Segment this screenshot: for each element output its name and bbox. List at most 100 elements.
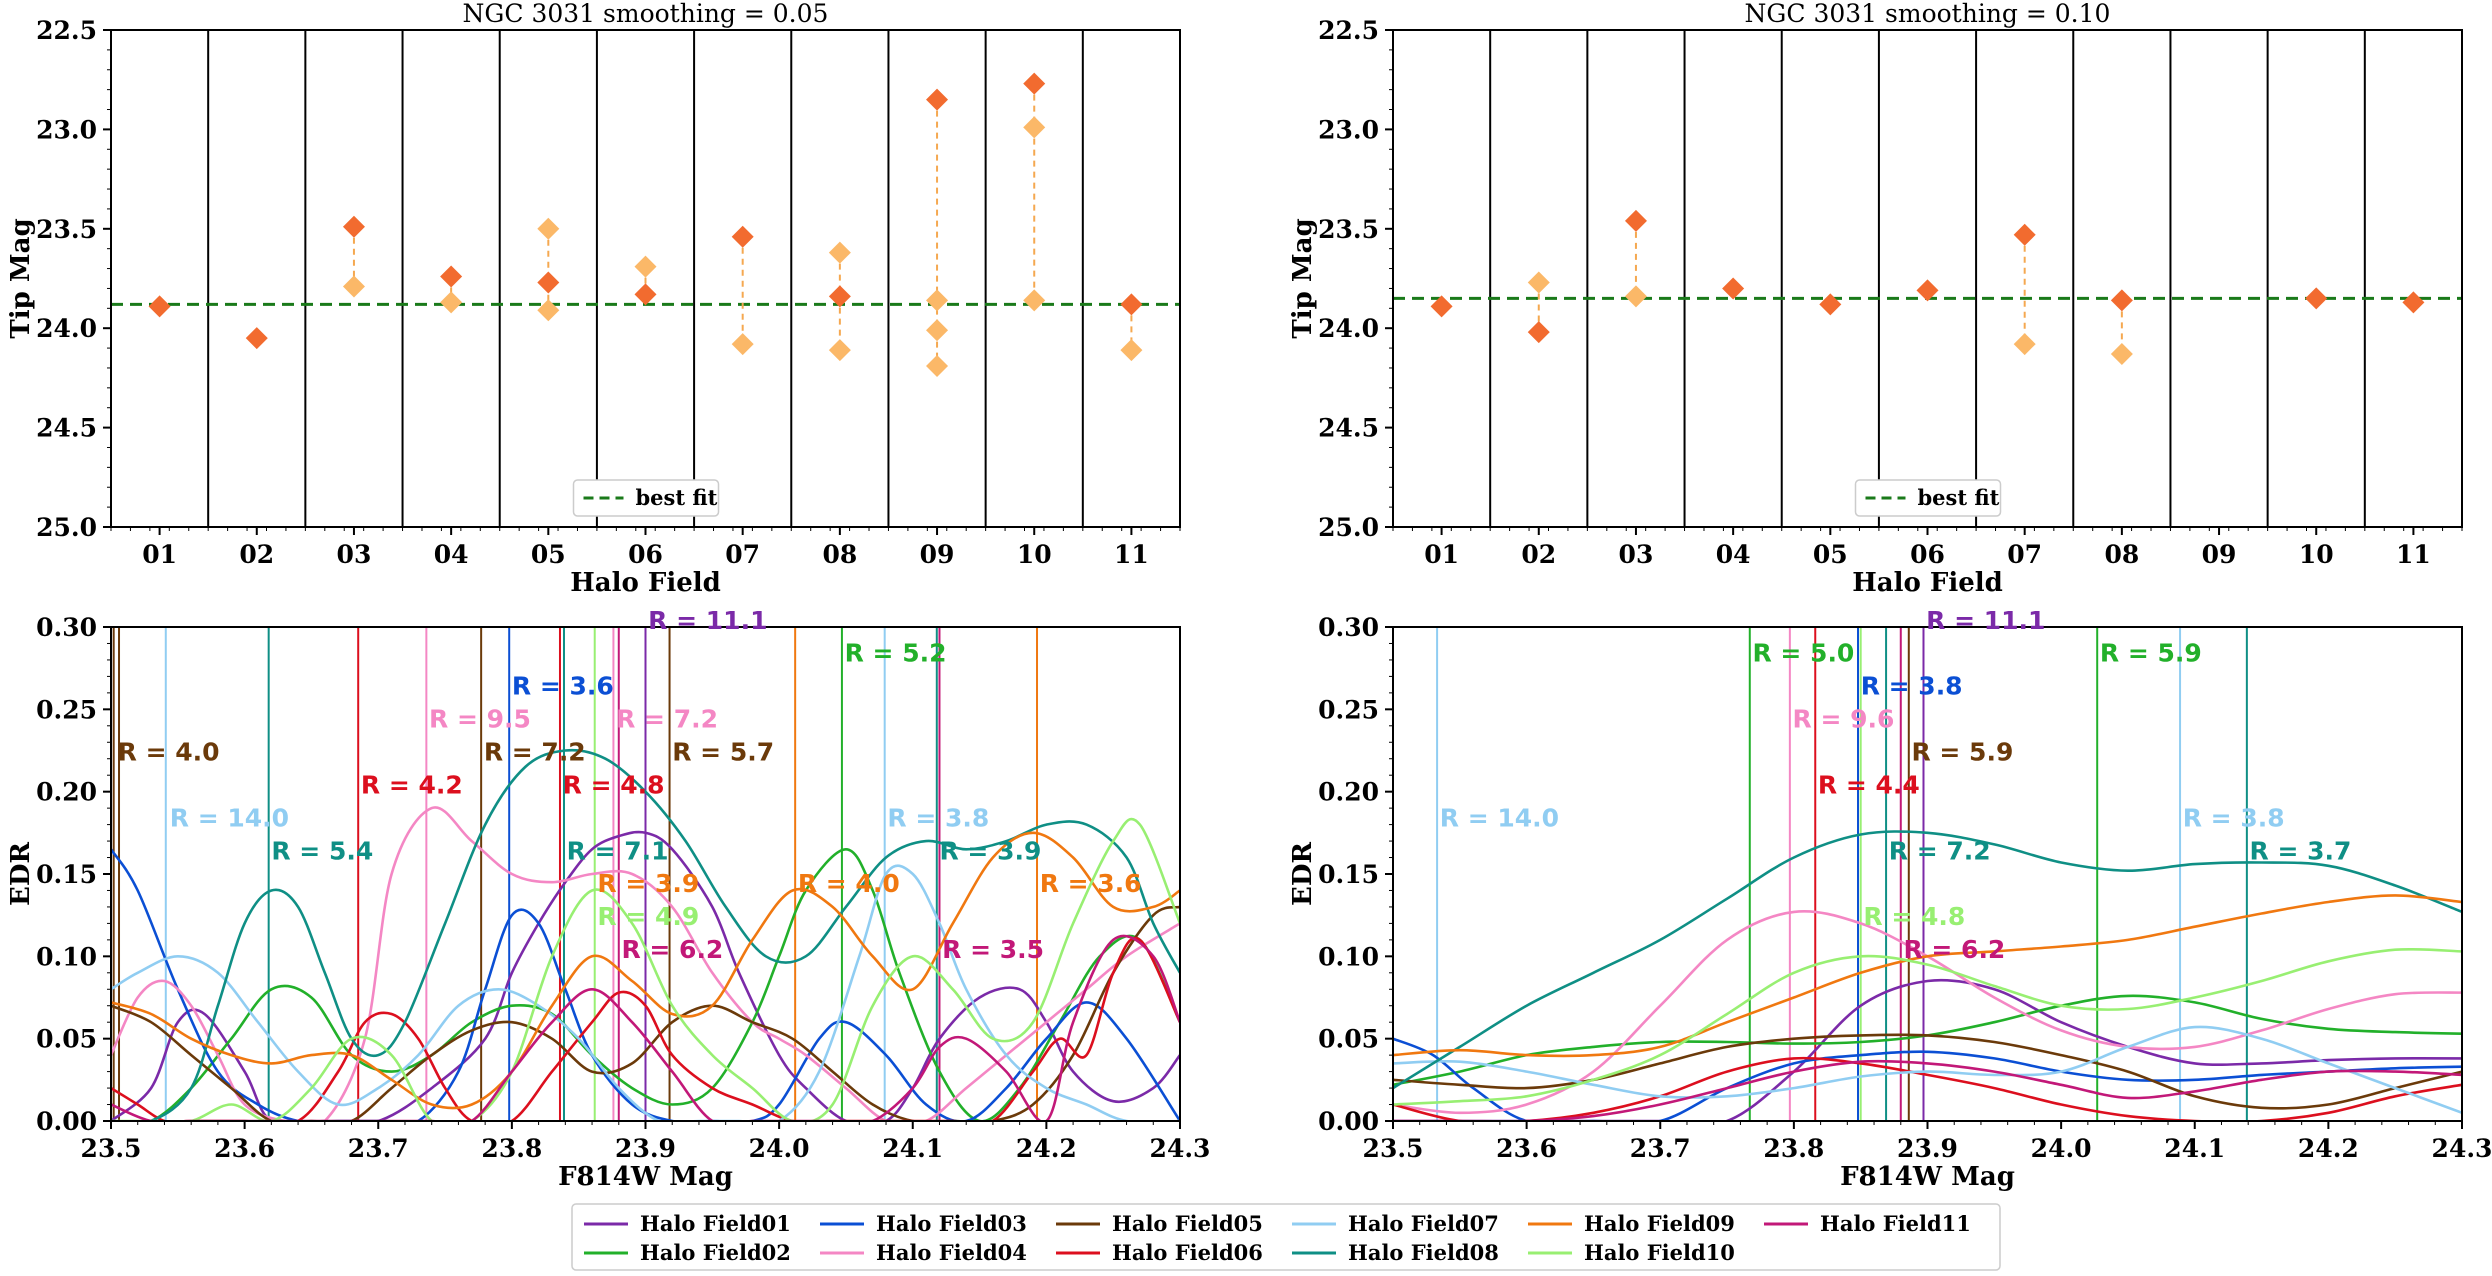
tip-marker-primary	[537, 271, 560, 294]
r-annotation: R = 4.8	[1863, 902, 1965, 931]
x-tick-label: 24.0	[2031, 1134, 2092, 1163]
tip-marker-primary	[1527, 321, 1550, 344]
x-tick-label: 07	[725, 540, 760, 569]
x-tick-label: 01	[142, 540, 177, 569]
edr-series-10	[111, 817, 1180, 1121]
best-fit-legend: best fit	[572, 479, 720, 517]
tip-marker-primary	[2110, 289, 2133, 312]
tip-marker-secondary	[828, 339, 851, 362]
tip-marker-primary	[1120, 293, 1143, 316]
y-tick-label: 0.30	[36, 613, 97, 642]
tip-marker-primary	[245, 327, 268, 350]
r-annotation: R = 3.5	[942, 935, 1044, 964]
y-tick-label: 0.20	[1318, 778, 1379, 807]
x-tick-label: 02	[1521, 540, 1556, 569]
y-axis-label: EDR	[1288, 842, 1318, 906]
y-tick-label: 0.20	[36, 778, 97, 807]
tip-marker-secondary	[926, 354, 949, 377]
legend-label: best fit	[1918, 485, 2000, 510]
x-tick-label: 24.2	[2298, 1134, 2359, 1163]
r-annotation: R = 14.0	[170, 803, 289, 832]
y-tick-label: 24.5	[36, 414, 97, 443]
x-axis-label: F814W Mag	[1840, 1162, 2015, 1192]
y-axis-label: EDR	[6, 842, 36, 906]
edr-series-8	[111, 748, 1180, 1121]
tip-marker-secondary	[440, 291, 463, 314]
r-annotation: R = 3.9	[939, 836, 1041, 865]
x-tick-label: 23.5	[81, 1134, 142, 1163]
tip-marker-secondary	[537, 299, 560, 322]
edr-series-9	[111, 831, 1180, 1110]
y-tick-label: 25.0	[1318, 513, 1379, 542]
legend-item-label: Halo Field01	[640, 1211, 791, 1236]
chart-title: NGC 3031 smoothing = 0.10	[1745, 0, 2111, 28]
tip-panel-1: 22.5 23.0 23.5 24.0 24.5 25.0 01 02 03 04 05 06 07 08…	[6, 0, 1181, 598]
r-annotation: R = 3.8	[887, 803, 989, 832]
x-tick-label: 23.8	[1763, 1134, 1824, 1163]
edr-series-11	[1393, 1059, 2462, 1121]
tip-marker-secondary	[2110, 343, 2133, 366]
legend-item-label: Halo Field06	[1112, 1240, 1263, 1265]
y-tick-label: 0.00	[36, 1107, 97, 1136]
curves-group	[111, 627, 1180, 1121]
tip-marker-primary	[731, 225, 754, 248]
x-tick-label: 23.6	[214, 1134, 275, 1163]
x-axis-label: Halo Field	[570, 568, 721, 598]
tip-marker-primary	[1819, 293, 1842, 316]
edr-series-1	[111, 830, 1180, 1121]
tip-marker-primary	[342, 215, 365, 238]
y-tick-label: 23.5	[36, 215, 97, 244]
r-annotation: R = 11.1	[1926, 606, 2045, 635]
tip-marker-secondary	[537, 217, 560, 240]
plot-area	[1393, 627, 2462, 1121]
tip-marker-primary	[828, 285, 851, 308]
y-tick-label: 0.25	[1318, 695, 1379, 724]
tip-marker-primary	[2013, 223, 2036, 246]
edr-series-11	[111, 934, 1180, 1121]
x-axis-label: F814W Mag	[558, 1162, 733, 1192]
x-tick-label: 24.3	[1150, 1134, 1211, 1163]
x-tick-label: 23.7	[348, 1134, 409, 1163]
legend-box	[572, 479, 720, 517]
tip-marker-primary	[1430, 295, 1453, 318]
r-annotation: R = 7.1	[567, 836, 669, 865]
edr-series-1	[1393, 978, 2462, 1121]
r-annotation: R = 3.6	[1040, 869, 1142, 898]
x-tick-label: 23.8	[481, 1134, 542, 1163]
r-annotation: R = 4.8	[563, 770, 665, 799]
r-annotation: R = 7.2	[616, 705, 718, 734]
x-tick-label: 10	[2299, 540, 2334, 569]
tip-marker-primary	[2305, 287, 2328, 310]
x-tick-label: 09	[2202, 540, 2237, 569]
r-annotation: R = 4.4	[1818, 770, 1920, 799]
tip-panel-2: 22.5 23.0 23.5 24.0 24.5 25.0 01 02 03 04 05 06 07 08…	[1288, 0, 2463, 598]
edr-series-4	[111, 806, 1180, 1121]
curves-group	[1393, 627, 2462, 1121]
legend-item-label: Halo Field03	[876, 1211, 1027, 1236]
r-annotation: R = 4.0	[798, 869, 900, 898]
legend-item-label: Halo Field09	[1584, 1211, 1735, 1236]
y-tick-label: 23.5	[1318, 215, 1379, 244]
x-tick-label: 23.5	[1363, 1134, 1424, 1163]
x-tick-label: 10	[1017, 540, 1052, 569]
edr-series-8	[1393, 830, 2462, 1090]
edr-series-7	[1393, 1025, 2462, 1115]
edr-series-7	[111, 864, 1180, 1121]
r-annotation: R = 4.0	[118, 738, 220, 767]
y-axis-label: Tip Mag	[6, 218, 36, 338]
tip-marker-primary	[148, 295, 171, 318]
x-tick-label: 24.1	[2164, 1134, 2225, 1163]
edr-series-9	[1393, 894, 2462, 1058]
tip-marker-primary	[1722, 277, 1745, 300]
y-tick-label: 0.15	[1318, 860, 1379, 889]
y-tick-label: 25.0	[36, 513, 97, 542]
legend-label: best fit	[636, 485, 718, 510]
x-tick-label: 07	[2007, 540, 2042, 569]
x-tick-label: 08	[2104, 540, 2139, 569]
x-tick-label: 23.6	[1496, 1134, 1557, 1163]
x-tick-label: 24.3	[2432, 1134, 2492, 1163]
y-tick-label: 0.05	[1318, 1025, 1379, 1054]
tip-marker-primary	[1916, 279, 1939, 302]
tip-marker-secondary	[926, 319, 949, 342]
x-tick-label: 05	[531, 540, 566, 569]
